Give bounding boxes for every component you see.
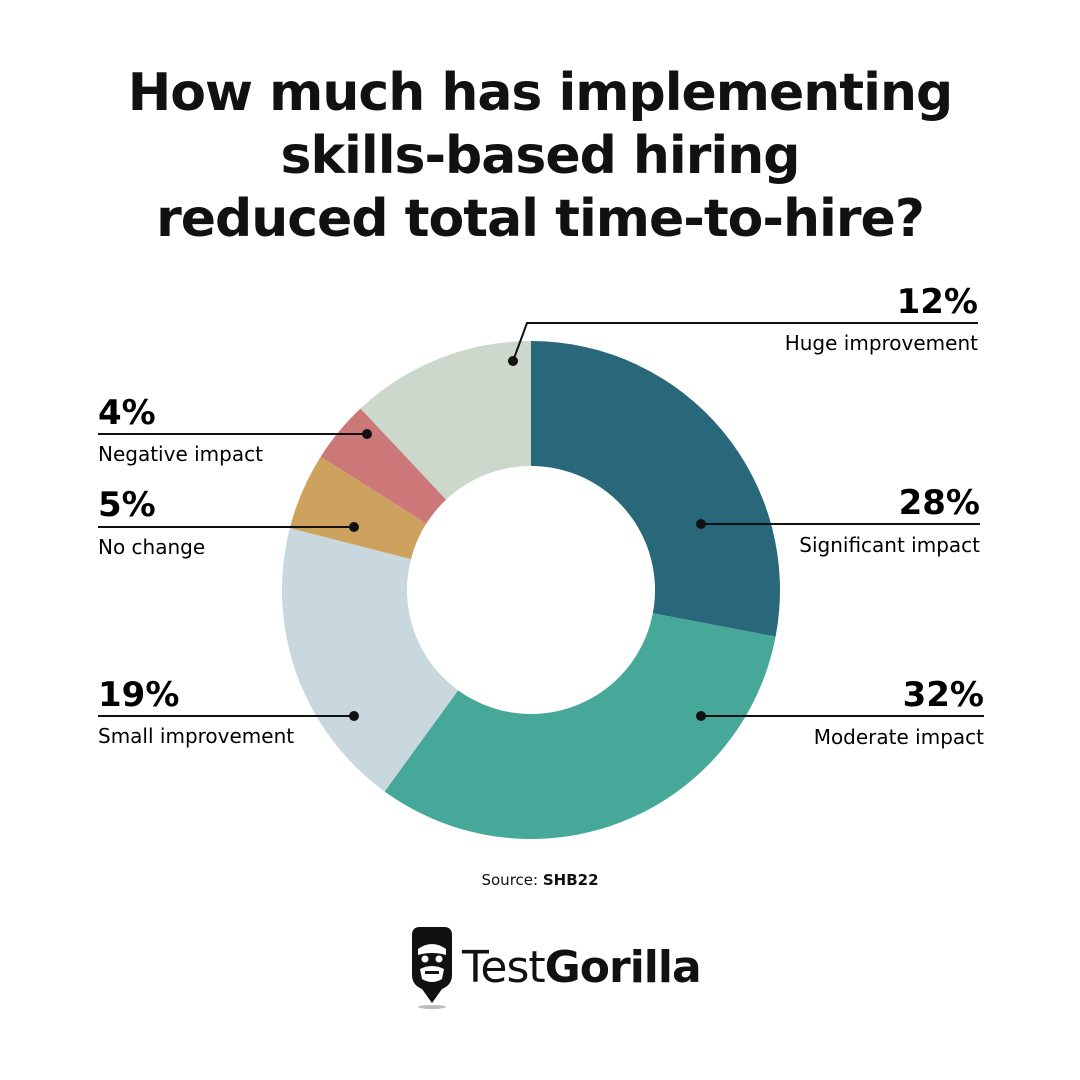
brand-name-test: Test [462,941,546,993]
slice-category-label: Moderate impact [814,725,984,749]
slice-significant-impact [531,341,781,637]
slice-value-label: 28% [899,483,980,523]
leader-line [512,322,978,362]
slice-category-label: Negative impact [98,442,263,466]
leader-dot [362,429,372,439]
leader-dot [696,711,706,721]
slice-huge-improvement [360,341,531,500]
source-note: Source: SHB22 [0,871,1080,889]
brand-logo: TestGorilla [408,922,702,1012]
slice-category-label: No change [98,535,205,559]
gorilla-logo-icon [412,927,452,1009]
source-value: SHB22 [542,871,599,889]
title-line-1: How much has implementing [127,63,953,123]
slice-value-label: 4% [98,393,156,433]
title-line-2: skills-based hiring [280,126,801,186]
slice-category-label: Significant impact [799,533,980,557]
donut-slices [281,341,781,839]
leader-dot [349,522,359,532]
slice-value-label: 5% [98,485,156,525]
slice-negative-impact [320,408,447,524]
label-leaders [98,322,984,721]
slice-value-label: 32% [903,675,984,715]
leader-dot [508,356,518,366]
slice-value-label: 12% [897,282,978,322]
slice-small-improvement [281,528,459,792]
chart-title: How much has implementing skills-based h… [40,62,1040,251]
source-label: Source: [481,871,539,889]
slice-category-label: Huge improvement [785,331,978,355]
slice-labels: 28% Significant impact 32% Moderate impact 1… [98,282,984,749]
slice-category-label: Small improvement [98,724,294,748]
slice-value-label: 19% [98,675,179,715]
leader-dot [349,711,359,721]
slice-no-change [289,456,427,560]
leader-dot [696,519,706,529]
slice-moderate-impact [384,613,776,839]
brand-name-gorilla: Gorilla [544,941,702,993]
title-line-3: reduced total time-to-hire? [156,189,925,249]
brand-name: TestGorilla [462,941,702,993]
